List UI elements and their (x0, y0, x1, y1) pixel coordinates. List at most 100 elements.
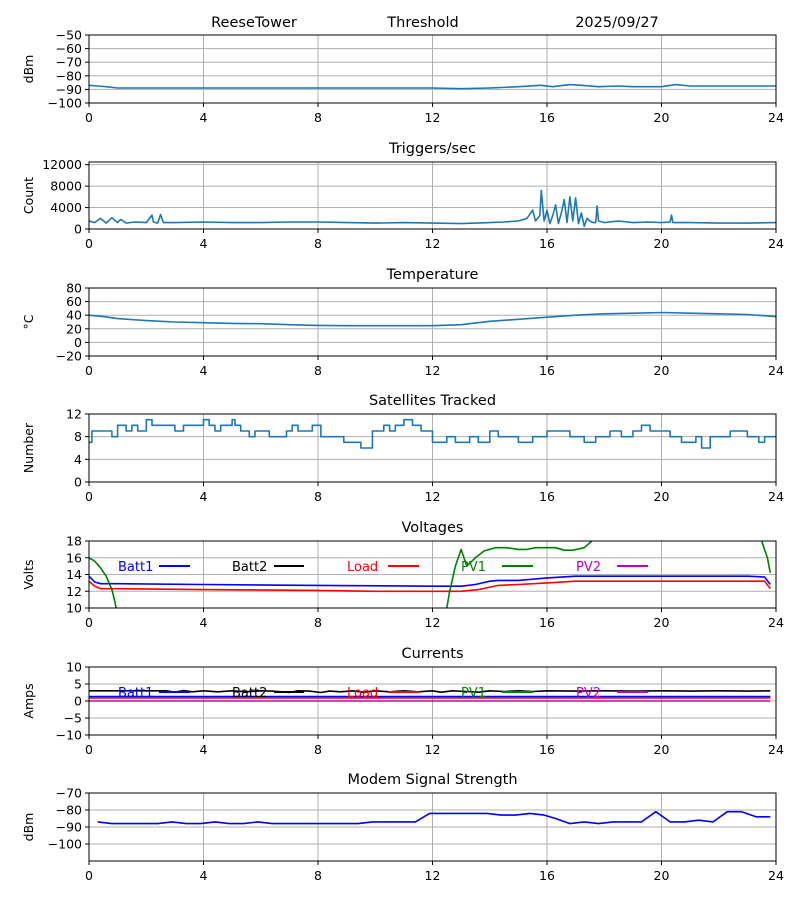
x-tick-label: 20 (654, 236, 670, 251)
x-tick-label: 24 (768, 868, 784, 883)
y-tick-label: 0 (74, 335, 82, 350)
y-tick-label: 16 (66, 550, 82, 565)
y-tick-label: 12000 (42, 157, 82, 172)
chart-title: Temperature (386, 267, 479, 283)
y-tick-label: −70 (56, 786, 82, 801)
series-line-batt1 (89, 575, 771, 587)
chart-title: Voltages (402, 520, 464, 536)
y-tick-label: 4 (74, 452, 82, 467)
legend-label: Load (347, 686, 378, 701)
chart-4: 0 4 8 12 16 20 24 0 4 8 12 Satellites Tracked Number (21, 393, 784, 504)
y-tick-label: 8 (74, 429, 82, 444)
y-axis-label: Count (21, 177, 36, 214)
x-tick-label: 0 (85, 236, 93, 251)
x-tick-label: 4 (200, 868, 208, 883)
y-tick-label: −90 (56, 820, 82, 835)
x-tick-label: 12 (425, 236, 441, 251)
y-tick-label: 20 (66, 321, 82, 336)
x-tick-label: 24 (768, 110, 784, 125)
x-tick-label: 0 (85, 742, 93, 757)
x-tick-label: 12 (425, 489, 441, 504)
x-tick-label: 4 (200, 742, 208, 757)
x-tick-label: 0 (85, 489, 93, 504)
x-tick-label: 20 (654, 110, 670, 125)
y-tick-label: −5 (64, 711, 82, 726)
x-tick-label: 12 (425, 742, 441, 757)
chart-7: 0 4 8 12 16 20 24 −100 −90 −80 −70 Modem Signal Str… (21, 772, 784, 883)
y-axis-label: Amps (21, 683, 36, 718)
x-tick-label: 16 (539, 868, 555, 883)
y-tick-label: −90 (56, 82, 82, 97)
y-tick-label: 0 (74, 475, 82, 490)
x-tick-label: 24 (768, 742, 784, 757)
y-tick-label: −70 (56, 55, 82, 70)
x-tick-label: 12 (425, 110, 441, 125)
x-tick-label: 8 (314, 236, 322, 251)
legend-label: Batt2 (232, 560, 267, 575)
x-tick-label: 24 (768, 615, 784, 630)
chart-title: Currents (401, 646, 463, 662)
x-tick-label: 4 (200, 363, 208, 378)
x-tick-label: 16 (539, 489, 555, 504)
x-tick-label: 4 (200, 236, 208, 251)
y-tick-label: −100 (48, 837, 82, 852)
legend-label: PV2 (576, 560, 601, 575)
legend-label: PV1 (461, 560, 486, 575)
y-axis-label: Number (21, 422, 36, 473)
y-tick-label: 5 (74, 677, 82, 692)
series-line-load (89, 580, 771, 593)
chart-title: Satellites Tracked (369, 393, 496, 409)
legend-label: Batt2 (232, 686, 267, 701)
y-tick-label: −10 (56, 728, 82, 743)
legend-label: Batt1 (118, 686, 153, 701)
y-axis-label: dBm (21, 813, 36, 842)
chart-1: 0 4 8 12 16 20 24 −100−90−80−70−60−50 dBm (21, 28, 784, 126)
x-tick-label: 16 (539, 615, 555, 630)
legend-label: PV2 (576, 686, 601, 701)
x-tick-label: 4 (200, 489, 208, 504)
y-tick-label: 60 (66, 294, 82, 309)
y-tick-label: 4000 (50, 200, 82, 215)
chart-6: 0 4 8 12 16 20 24 −10 −5 0 5 10 Currents Amps Batt1 Bat… (21, 646, 784, 757)
x-tick-label: 12 (425, 868, 441, 883)
x-tick-label: 20 (654, 615, 670, 630)
legend-label: Load (347, 560, 378, 575)
x-tick-label: 20 (654, 489, 670, 504)
y-tick-label: −50 (56, 28, 82, 43)
x-tick-label: 20 (654, 868, 670, 883)
x-tick-label: 24 (768, 236, 784, 251)
y-tick-label: −80 (56, 803, 82, 818)
series-line-triggers (89, 189, 776, 228)
y-tick-label: 10 (66, 660, 82, 675)
x-tick-label: 8 (314, 363, 322, 378)
y-axis-label: °C (21, 314, 36, 329)
x-tick-label: 4 (200, 110, 208, 125)
series-line-batt2 (89, 689, 771, 694)
y-tick-label: −20 (56, 349, 82, 364)
y-tick-label: 40 (66, 308, 82, 323)
series-line-satellites (89, 418, 776, 449)
y-tick-label: 0 (74, 694, 82, 709)
y-axis-label: Volts (21, 559, 36, 589)
legend-label: Batt1 (118, 560, 153, 575)
x-tick-label: 0 (85, 868, 93, 883)
x-tick-label: 16 (539, 110, 555, 125)
x-tick-label: 0 (85, 363, 93, 378)
x-tick-label: 0 (85, 110, 93, 125)
y-tick-label: 12 (66, 584, 82, 599)
x-tick-label: 24 (768, 363, 784, 378)
x-tick-label: 20 (654, 363, 670, 378)
series-line-noise-floor (89, 83, 776, 90)
y-tick-label: 0 (74, 222, 82, 237)
x-tick-label: 8 (314, 489, 322, 504)
chart-title: Triggers/sec (388, 141, 476, 157)
legend-label: PV1 (461, 686, 486, 701)
x-tick-label: 20 (654, 742, 670, 757)
x-tick-label: 8 (314, 742, 322, 757)
y-tick-label: 10 (66, 601, 82, 616)
y-tick-label: 18 (66, 534, 82, 549)
x-tick-label: 16 (539, 236, 555, 251)
